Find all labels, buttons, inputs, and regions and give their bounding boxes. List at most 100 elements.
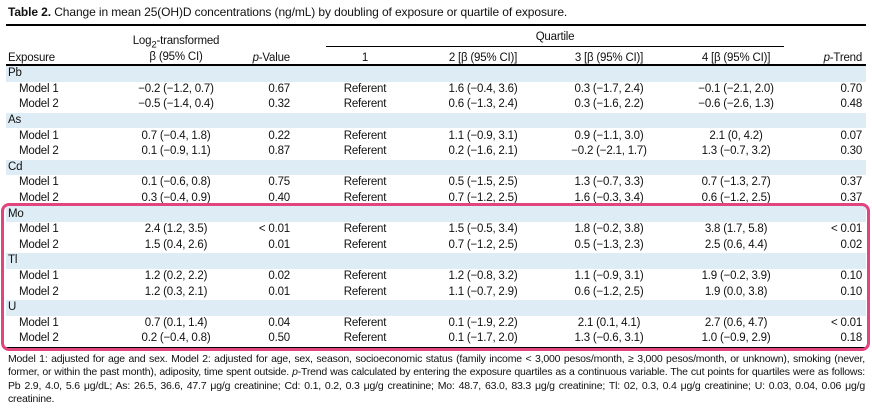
cell-p_value: 0.22 bbox=[268, 129, 290, 142]
table-row: Model 2 1.2 (0.3, 2.1) 0.01 Referent 1.1 (−0… bbox=[6, 284, 866, 300]
cell-log2_beta: 0.7 (0.1, 1.4) bbox=[144, 316, 208, 329]
cell-label: Model 2 bbox=[19, 332, 59, 345]
cell-label: Model 1 bbox=[19, 129, 59, 142]
header-p-trend-rest: -Trend bbox=[829, 52, 863, 64]
section-label: U bbox=[6, 299, 867, 316]
cell-p_value: 0.50 bbox=[268, 332, 290, 345]
cell-p_trend: < 0.01 bbox=[830, 316, 863, 329]
cell-log2_beta: 0.1 (−0.6, 0.8) bbox=[141, 176, 211, 189]
cell-p_value: 0.01 bbox=[268, 285, 290, 298]
cell-q1: Referent bbox=[343, 192, 387, 205]
cell-q1: Referent bbox=[343, 223, 387, 236]
cell-q4: 0.6 (−1.2, 2.5) bbox=[701, 192, 771, 205]
cell-p_value: 0.01 bbox=[268, 238, 290, 251]
cell-label: Model 2 bbox=[19, 238, 59, 251]
cell-q3: 1.8 (−0.2, 3.8) bbox=[574, 223, 644, 236]
cell-p_value: 0.67 bbox=[268, 82, 290, 95]
cell-q2: 0.5 (−1.5, 2.5) bbox=[448, 176, 518, 189]
cell-q4: 1.9 (−0.2, 3.9) bbox=[701, 270, 771, 283]
footnote-part1: Model 1: adjusted for age and sex. Model… bbox=[8, 352, 865, 379]
cell-q4: −0.1 (−2.1, 2.0) bbox=[698, 82, 774, 95]
cell-log2_beta: 0.1 (−0.9, 1.1) bbox=[141, 145, 211, 158]
cell-q1: Referent bbox=[343, 145, 387, 158]
table-row: Model 2 0.1 (−0.9, 1.1) 0.87 Referent 0.2 (−… bbox=[6, 144, 866, 160]
cell-label: Model 1 bbox=[19, 316, 59, 329]
table-row: Model 2 0.2 (−0.4, 0.8) 0.50 Referent 0.1 (−… bbox=[6, 331, 866, 348]
cell-q4: −0.6 (−2.6, 1.3) bbox=[698, 98, 774, 111]
cell-label: Model 1 bbox=[19, 82, 59, 95]
cell-q3: 1.1 (−0.9, 3.1) bbox=[574, 270, 644, 283]
cell-label: Model 1 bbox=[19, 270, 59, 283]
cell-p_trend: 0.37 bbox=[840, 192, 863, 205]
section-row-cd: Cd bbox=[6, 159, 867, 176]
header-p-trend: p-Trend bbox=[800, 26, 867, 66]
footnote-part2: -Trend was calculated by entering the ex… bbox=[8, 366, 865, 406]
cell-p_value: 0.87 bbox=[268, 145, 290, 158]
cell-p_trend: 0.07 bbox=[840, 129, 863, 142]
cell-log2_beta: 2.4 (1.2, 3.5) bbox=[144, 223, 208, 236]
table-title: Table 2. Change in mean 25(OH)D concentr… bbox=[6, 2, 866, 26]
cell-q1: Referent bbox=[343, 316, 387, 329]
section-label: Pb bbox=[6, 65, 867, 82]
cell-q3: 0.9 (−1.1, 3.0) bbox=[574, 129, 644, 142]
cell-q2: 1.2 (−0.8, 3.2) bbox=[448, 270, 518, 283]
cell-q4: 2.5 (0.6, 4.4) bbox=[704, 238, 768, 251]
header-quartile-2: 2 [β (95% CI)] bbox=[420, 47, 546, 66]
section-label: As bbox=[6, 112, 867, 129]
header-log2-transformed: Log2-transformed β (95% CI) bbox=[106, 26, 246, 66]
header-quartile-2-label: 2 [β (95% CI)] bbox=[448, 52, 518, 64]
header-beta-ci-label: β (95% CI) bbox=[149, 51, 203, 63]
section-label: Tl bbox=[6, 253, 867, 269]
table-row: Model 1 0.7 (−0.4, 1.8) 0.22 Referent 1.1 (−… bbox=[6, 128, 866, 144]
header-log2-post: -transformed bbox=[156, 34, 220, 47]
cell-label: Model 2 bbox=[19, 285, 59, 298]
cell-q3: 0.5 (−1.3, 2.3) bbox=[574, 238, 644, 251]
cell-q2: 0.2 (−1.6, 2.1) bbox=[448, 145, 518, 158]
cell-label: Model 2 bbox=[19, 98, 59, 111]
cell-log2_beta: 0.7 (−0.4, 1.8) bbox=[141, 129, 211, 142]
cell-q2: 0.1 (−1.9, 2.2) bbox=[448, 316, 518, 329]
cell-p_trend: 0.48 bbox=[840, 98, 863, 111]
cell-q3: 1.6 (−0.3, 3.4) bbox=[574, 192, 644, 205]
cell-log2_beta: 0.3 (−0.4, 0.9) bbox=[141, 192, 211, 205]
cell-q3: 0.6 (−1.2, 2.5) bbox=[574, 285, 644, 298]
cell-log2_beta: 0.2 (−0.4, 0.8) bbox=[141, 332, 211, 345]
cell-q3: −0.2 (−2.1, 1.7) bbox=[571, 145, 647, 158]
cell-p_trend: 0.10 bbox=[840, 285, 863, 298]
cell-q4: 1.0 (−0.9, 2.9) bbox=[701, 332, 771, 345]
table-row: Model 1 1.2 (0.2, 2.2) 0.02 Referent 1.2 (−0… bbox=[6, 269, 866, 285]
cell-q3: 1.3 (−0.7, 3.3) bbox=[574, 176, 644, 189]
cell-label: Model 2 bbox=[19, 192, 59, 205]
cell-q3: 0.3 (−1.7, 2.4) bbox=[574, 82, 644, 95]
section-row-mo: Mo bbox=[6, 206, 867, 222]
cell-q1: Referent bbox=[343, 176, 387, 189]
cell-p_trend: 0.10 bbox=[840, 270, 863, 283]
cell-p_value: 0.75 bbox=[268, 176, 290, 189]
table-row: Model 2 1.5 (0.4, 2.6) 0.01 Referent 0.7 (−1… bbox=[6, 238, 866, 254]
cell-q4: 2.1 (0, 4.2) bbox=[709, 129, 763, 142]
header-p-trend-italic: p bbox=[823, 52, 830, 64]
cell-q4: 1.9 (0.0, 3.8) bbox=[704, 285, 768, 298]
cell-q3: 0.3 (−1.6, 2.2) bbox=[574, 98, 644, 111]
header-quartile-label: Quartile bbox=[535, 31, 575, 43]
cell-p_trend: 0.30 bbox=[840, 145, 863, 158]
cell-log2_beta: 1.2 (0.3, 2.1) bbox=[144, 285, 208, 298]
cell-log2_beta: −0.2 (−1.2, 0.7) bbox=[138, 82, 214, 95]
cell-q4: 0.7 (−1.3, 2.7) bbox=[701, 176, 771, 189]
header-log2-pre: Log bbox=[132, 34, 152, 47]
header-p-value-rest: -Value bbox=[258, 52, 290, 64]
table-number-label: Table 2. bbox=[8, 5, 51, 19]
cell-log2_beta: 1.5 (0.4, 2.6) bbox=[144, 238, 208, 251]
cell-q4: 2.7 (0.6, 4.7) bbox=[704, 316, 768, 329]
cell-q4: 3.8 (1.7, 5.8) bbox=[704, 223, 768, 236]
cell-p_value: 0.32 bbox=[268, 98, 290, 111]
cell-p_value: < 0.01 bbox=[258, 223, 290, 236]
table-row: Model 1 0.1 (−0.6, 0.8) 0.75 Referent 0.5 (−… bbox=[6, 175, 866, 191]
cell-label: Model 1 bbox=[19, 176, 59, 189]
cell-p_trend: 0.02 bbox=[840, 238, 863, 251]
cell-q4: 1.3 (−0.7, 3.2) bbox=[701, 145, 771, 158]
header-quartile-3-label: 3 [β (95% CI)] bbox=[574, 52, 644, 64]
header-quartile-group: Quartile bbox=[310, 26, 800, 47]
cell-q1: Referent bbox=[343, 332, 387, 345]
